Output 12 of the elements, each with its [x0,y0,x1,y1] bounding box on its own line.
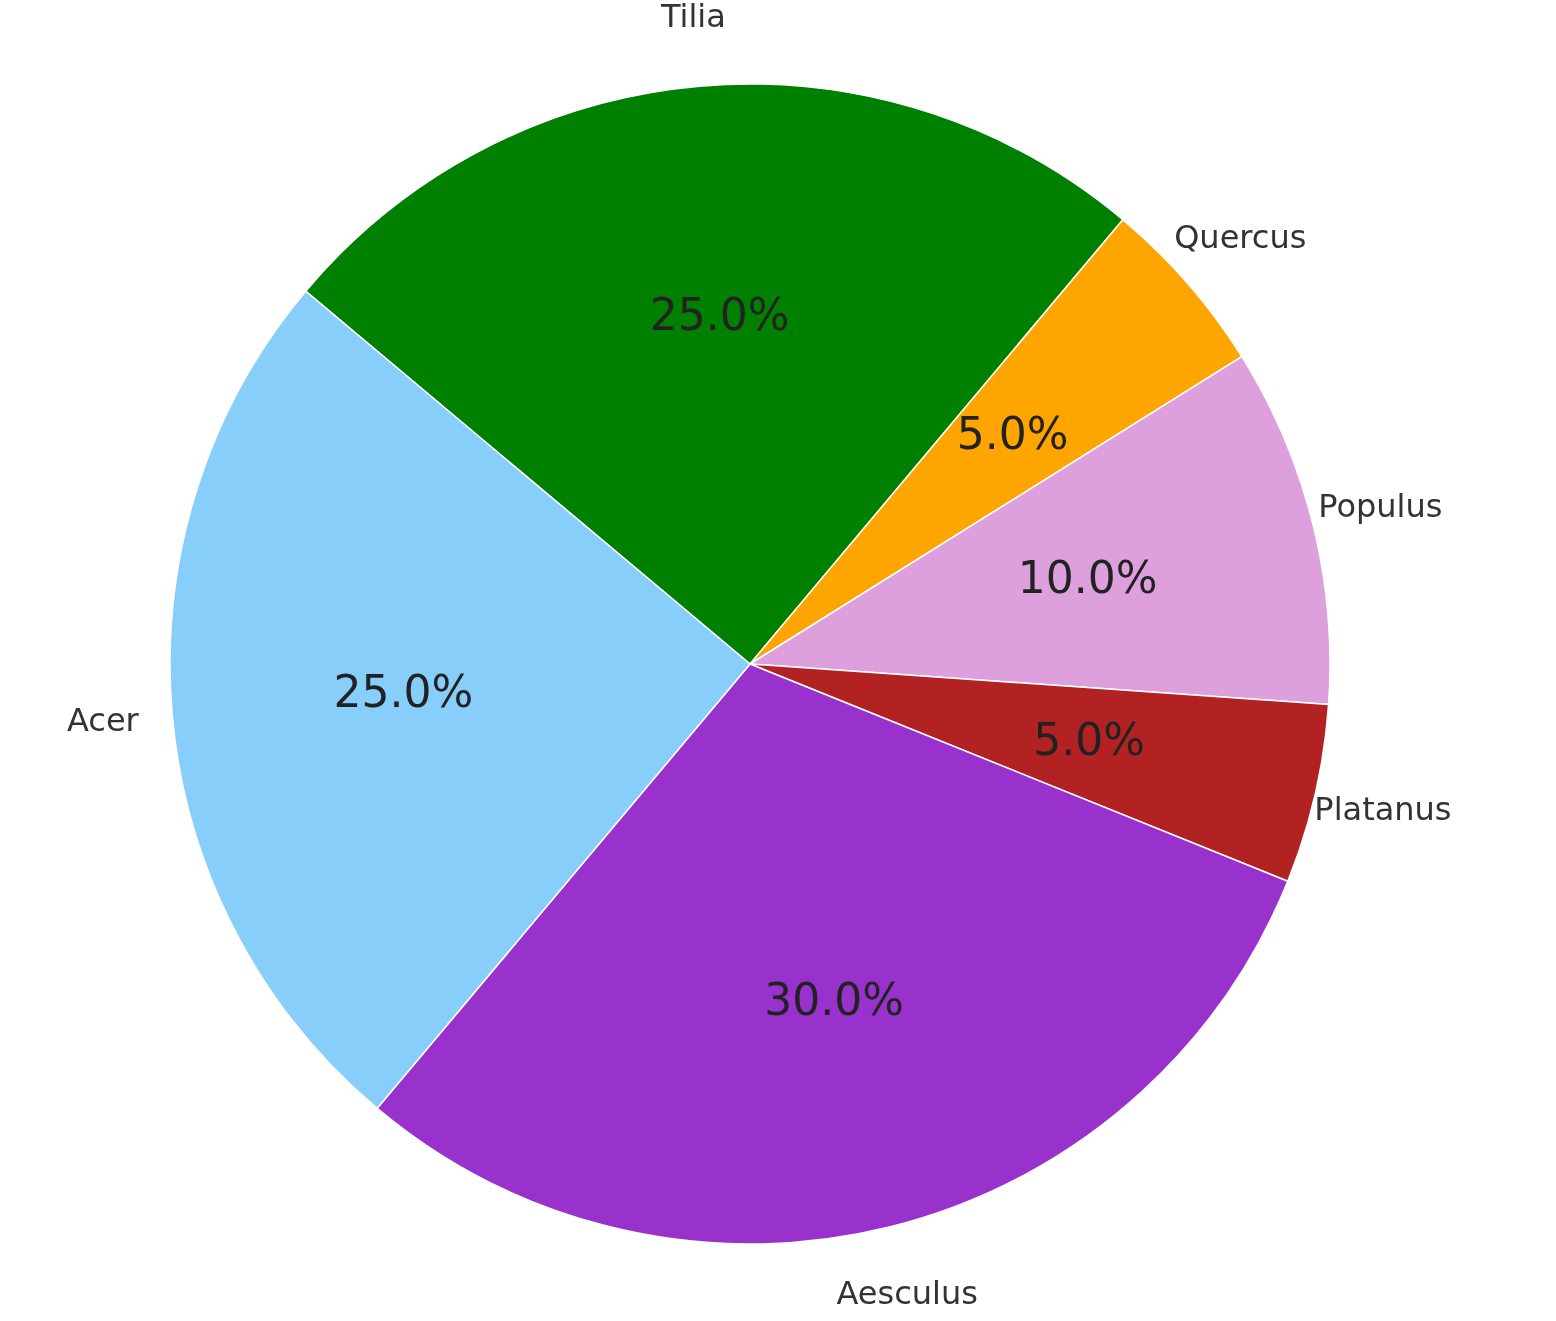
slice-label: Populus [1318,486,1443,525]
data-label: 5.0% [956,407,1069,459]
slice-label: Tilia [659,0,726,35]
data-label: 25.0% [333,666,474,718]
data-label: 30.0% [764,973,905,1025]
slice-label: Acer [66,700,140,739]
slice-label: Platanus [1314,790,1452,829]
slice-label: Quercus [1174,217,1307,256]
slice-label: Aesculus [836,1274,978,1313]
data-label: 10.0% [1017,551,1158,603]
data-label: 5.0% [1033,714,1145,766]
data-label: 25.0% [649,289,790,341]
